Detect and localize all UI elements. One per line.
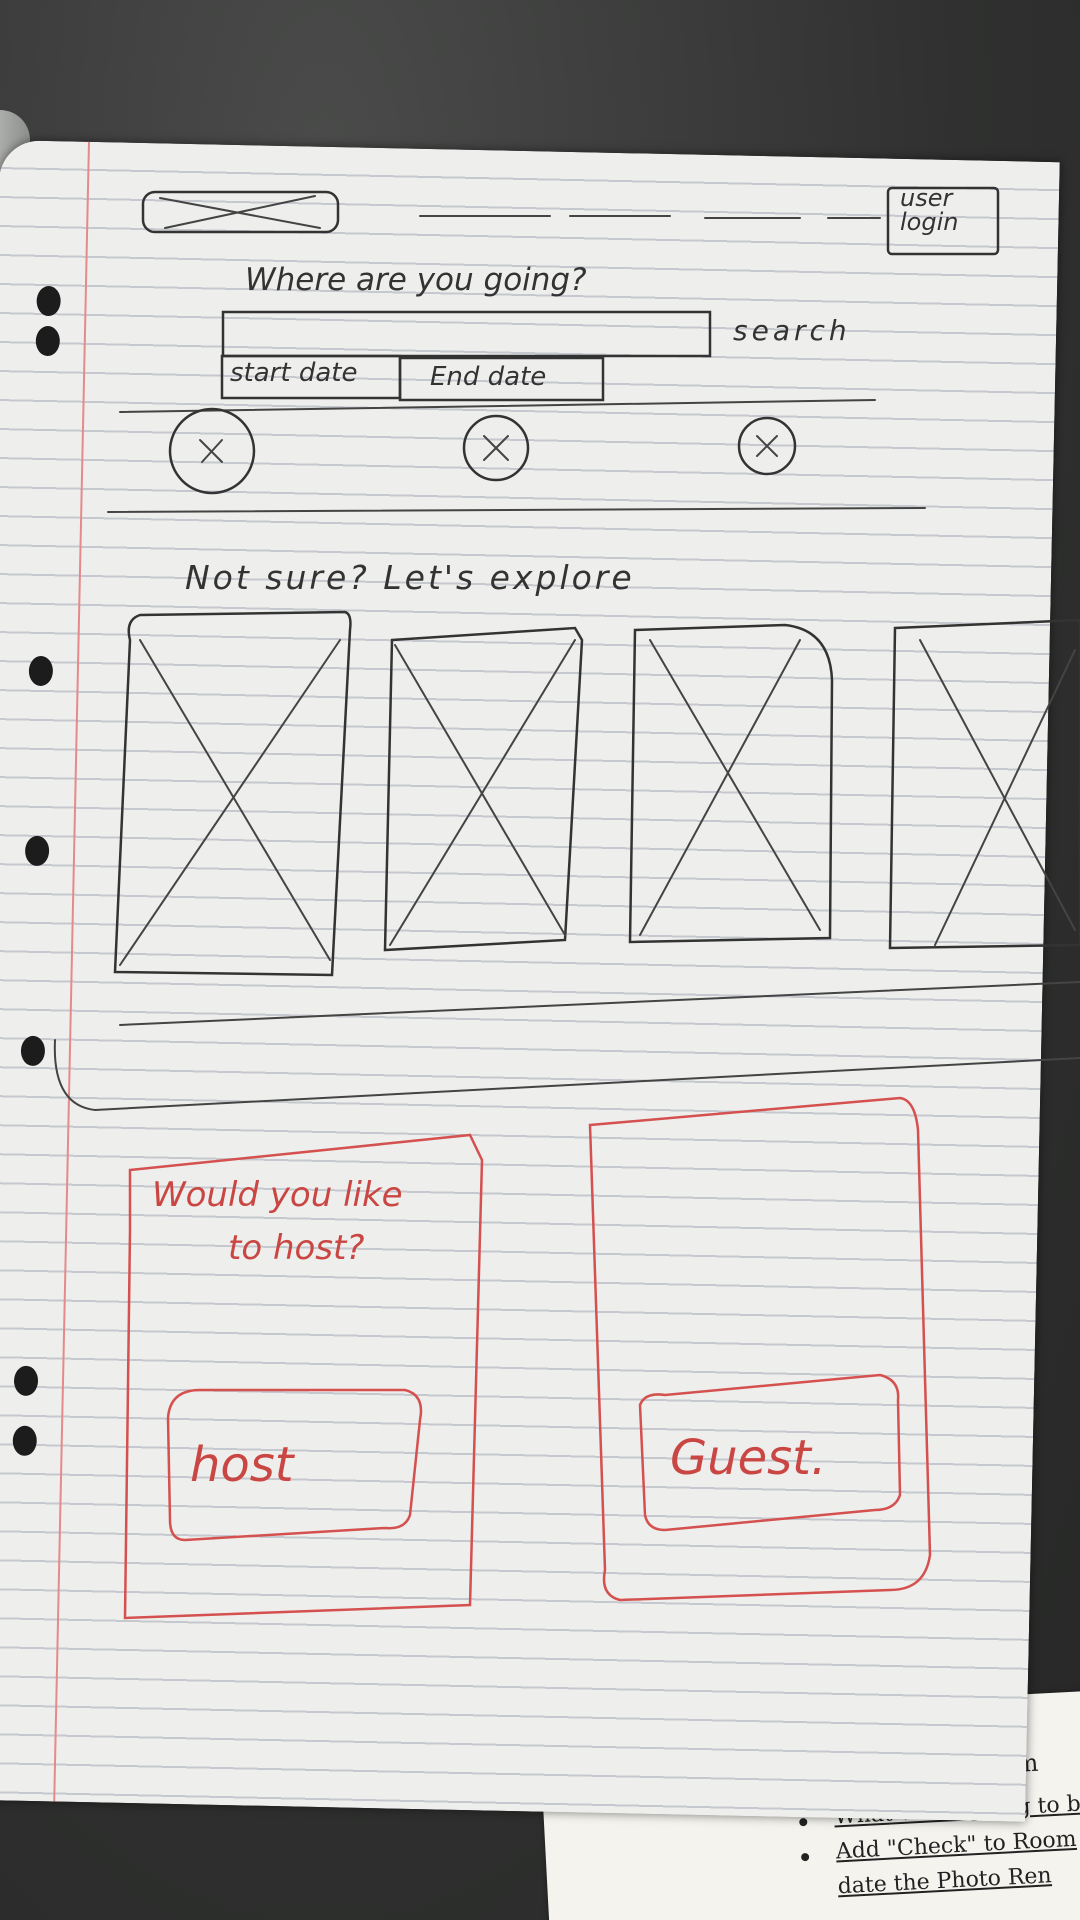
search-question: Where are you going?: [245, 262, 587, 298]
category-icon[interactable]: [168, 407, 256, 495]
category-icon[interactable]: [737, 416, 797, 476]
explore-card[interactable]: [888, 618, 1080, 950]
host-card: [123, 1133, 484, 1620]
end-date-field[interactable]: [398, 356, 605, 402]
search-input[interactable]: [221, 310, 712, 358]
host-button[interactable]: [166, 1388, 423, 1542]
explore-heading: Not sure? Let's explore: [185, 558, 635, 597]
logo-placeholder[interactable]: [141, 190, 340, 234]
user-login-label[interactable]: user login: [900, 186, 958, 234]
user-login-button[interactable]: [886, 186, 1000, 256]
start-date-label: start date: [230, 358, 358, 388]
host-button-label[interactable]: host: [190, 1437, 294, 1493]
nav-links[interactable]: [419, 215, 881, 219]
guest-button[interactable]: [638, 1373, 902, 1532]
end-date-label: End date: [430, 362, 547, 392]
login-label-line: user: [900, 184, 953, 212]
search-button[interactable]: search: [733, 314, 851, 347]
category-icon[interactable]: [462, 414, 530, 482]
host-prompt-line1: Would you like: [152, 1175, 403, 1215]
login-label-line: login: [900, 208, 959, 236]
explore-card[interactable]: [628, 623, 834, 944]
explore-card[interactable]: [383, 626, 584, 952]
guest-button-label[interactable]: Guest.: [670, 1430, 827, 1486]
guest-card: [588, 1096, 932, 1602]
explore-card[interactable]: [113, 610, 352, 977]
host-prompt-line2: to host?: [228, 1228, 365, 1268]
